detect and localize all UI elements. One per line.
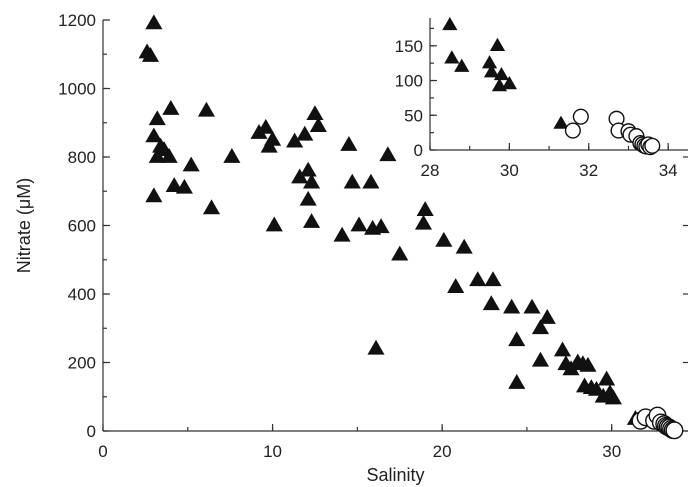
main-triangle-point (531, 351, 550, 367)
main-x-tick-label: 0 (98, 442, 107, 461)
main-triangle-point (162, 100, 180, 115)
inset-triangle-point (501, 76, 517, 90)
main-triangle-point (598, 370, 616, 386)
main-triangle-point (145, 127, 163, 143)
inset-y-tick-label: 50 (404, 106, 423, 125)
main-triangle-point (508, 331, 526, 347)
inset-circle-point (564, 122, 581, 139)
inset-background (430, 18, 688, 150)
main-triangle-point (484, 271, 502, 287)
inset-triangle-point (493, 66, 510, 81)
main-triangle-point (391, 245, 409, 261)
main-triangle-point (531, 319, 550, 335)
inset-triangle-point (481, 55, 498, 69)
main-triangle-point (309, 117, 327, 133)
inset-x-tick-label: 32 (579, 161, 598, 180)
main-triangle-point (145, 14, 163, 30)
main-y-tick-label: 200 (68, 354, 96, 373)
inset-triangle-point (444, 50, 460, 64)
main-triangle-point (455, 238, 473, 254)
main-triangle-point (416, 201, 434, 216)
main-x-tick-label: 20 (433, 442, 452, 461)
main-triangle-point (604, 389, 622, 405)
main-y-tick-label: 1200 (58, 11, 96, 30)
main-triangle-point (197, 101, 215, 117)
main-triangle-point (182, 156, 200, 172)
main-triangle-point (350, 216, 368, 232)
main-x-tick-label: 10 (263, 442, 282, 461)
main-triangle-point (257, 118, 275, 134)
main-triangle-point (340, 136, 358, 151)
inset-triangle-point (553, 115, 569, 129)
main-triangle-point (553, 341, 572, 357)
main-triangle-point (587, 380, 605, 396)
main-y-tick-label: 1000 (58, 80, 96, 99)
main-triangle-point (508, 374, 526, 389)
main-y-tick-label: 600 (68, 217, 96, 236)
main-triangle-point (264, 130, 282, 146)
main-triangle-point (223, 148, 241, 163)
main-triangle-point (291, 168, 309, 184)
inset-x-tick-label: 30 (500, 161, 519, 180)
main-y-tick-label: 0 (87, 422, 96, 441)
main-triangle-point (202, 199, 221, 215)
main-triangle-point (299, 190, 317, 206)
main-triangle-point (303, 173, 321, 189)
main-triangle-point (165, 177, 183, 192)
main-triangle-point (379, 146, 397, 162)
inset-y-tick-label: 150 (395, 37, 423, 56)
main-triangle-point (343, 173, 361, 189)
main-triangle-point (503, 298, 521, 314)
inset-triangle-point (483, 64, 500, 78)
main-y-axis-title: Nitrate (μM) (14, 178, 34, 273)
inset-triangle-point (489, 37, 506, 51)
main-triangle-point (148, 110, 166, 126)
main-triangle-point (447, 278, 465, 293)
main-y-tick-label: 800 (68, 148, 96, 167)
main-triangle-point (299, 161, 317, 177)
inset-circle-point (644, 137, 661, 154)
main-triangle-point (265, 216, 283, 232)
inset-triangle-point (442, 16, 458, 31)
inset-plot: 0 50 100 150 28 30 32 34 (395, 16, 688, 180)
main-y-tick-label: 400 (68, 285, 96, 304)
main-triangle-point (303, 213, 321, 228)
main-triangle-point (306, 105, 324, 121)
main-triangle-point (145, 187, 163, 203)
main-circle-point (665, 421, 684, 440)
main-triangle-point (579, 356, 597, 372)
main-triangle-point (523, 298, 541, 314)
main-triangle-point (333, 226, 351, 242)
main-triangle-point (414, 214, 433, 230)
main-triangle-point (482, 295, 500, 311)
inset-x-tick-label: 28 (421, 161, 440, 180)
inset-x-tick-label: 34 (659, 161, 678, 180)
main-triangle-point (435, 231, 453, 247)
main-triangle-point (469, 271, 487, 287)
main-triangle-point (160, 148, 178, 163)
main-triangle-point (141, 46, 160, 62)
inset-triangle-point (454, 58, 470, 72)
main-x-axis-title: Salinity (366, 465, 424, 485)
inset-y-tick-label: 100 (395, 72, 423, 91)
main-triangle-point (286, 132, 304, 148)
inset-y-tick-label: 0 (414, 141, 423, 160)
main-triangle-point (296, 125, 314, 141)
main-triangle-point (372, 218, 390, 234)
inset-circle-point (572, 108, 589, 125)
main-triangle-point (175, 178, 193, 194)
main-triangle-point (362, 173, 380, 189)
main-x-tick-label: 30 (602, 442, 621, 461)
main-triangle-point (538, 308, 556, 324)
main-triangle-point (367, 339, 385, 355)
